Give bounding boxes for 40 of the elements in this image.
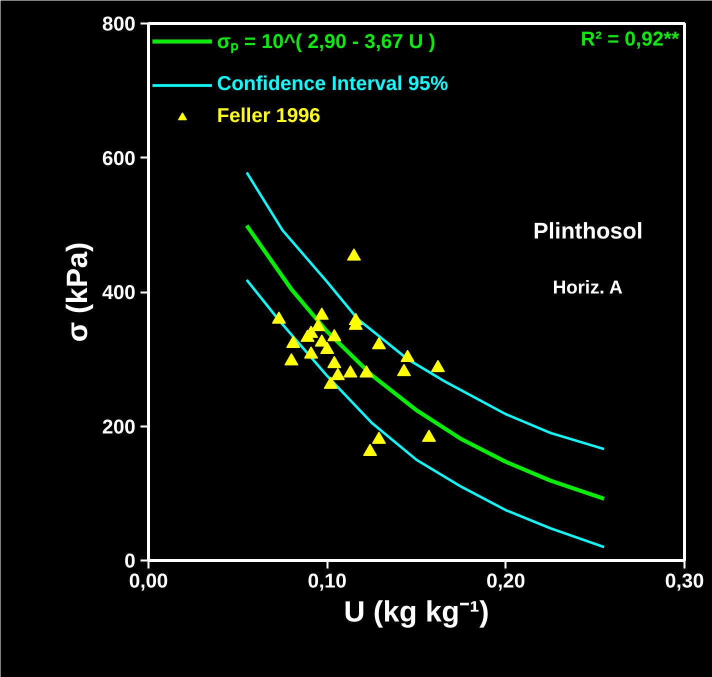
y-tick-label: 0 (124, 550, 136, 572)
point (343, 365, 358, 378)
point (311, 318, 326, 332)
point (430, 360, 445, 372)
point (286, 336, 300, 348)
x-tick-label: 0,00 (129, 570, 168, 592)
legend-label: Feller 1996 (217, 105, 320, 128)
point (327, 328, 342, 342)
y-tick-label: 400 (102, 282, 136, 304)
point (272, 312, 286, 324)
point (320, 342, 334, 354)
annotation: Plinthosol (533, 218, 643, 244)
point (346, 248, 361, 261)
point (324, 376, 338, 389)
point (363, 444, 378, 456)
x-tick-label: 0,20 (486, 570, 526, 592)
legend-label: Confidence Interval 95% (217, 73, 448, 96)
point (304, 346, 318, 359)
y-tick-label: 800 (102, 14, 136, 36)
point (396, 364, 411, 376)
line-series (246, 278, 606, 548)
y-axis-title: σ (kPa) (61, 242, 94, 342)
point (400, 350, 415, 362)
point (314, 307, 329, 320)
point (372, 337, 386, 350)
point (359, 365, 374, 378)
point (284, 353, 298, 366)
x-tick-label: 0,10 (308, 570, 347, 592)
point (300, 330, 315, 342)
point (330, 368, 345, 380)
x-axis-title: U (kg kg⁻¹) (344, 596, 490, 628)
point (422, 430, 436, 442)
x-tick-label: 0,30 (665, 570, 704, 592)
point (372, 432, 386, 444)
annotation: Horiz. A (552, 276, 623, 298)
annotation: R² = 0,92** (580, 28, 680, 50)
legend-label: σₚ = 10^( 2,90 - 3,67 U ) (217, 30, 436, 54)
y-tick-label: 600 (102, 148, 136, 170)
point (327, 356, 342, 368)
y-tick-label: 200 (102, 416, 136, 438)
